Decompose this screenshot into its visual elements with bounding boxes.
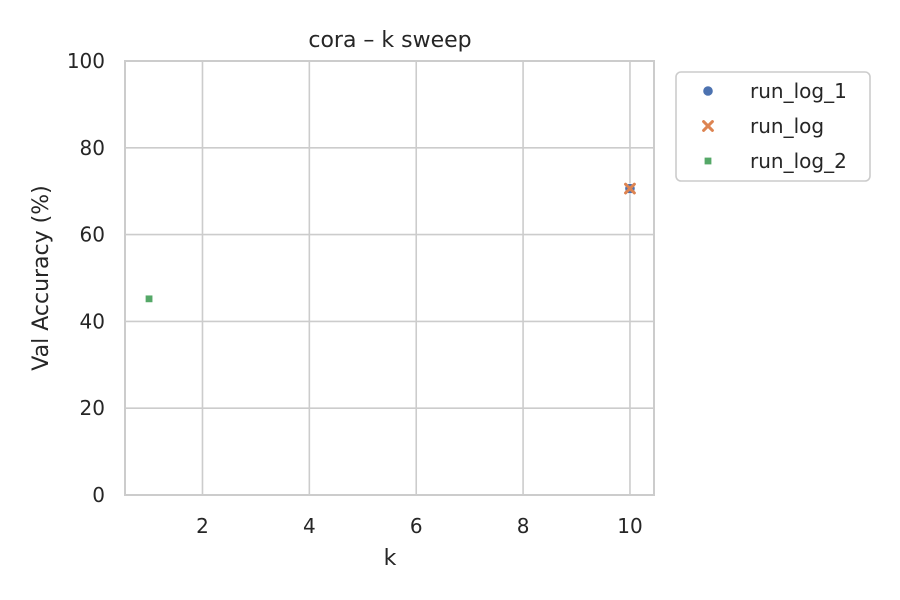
grid — [125, 60, 654, 496]
x-tick-labels: 2 4 6 8 10 — [196, 514, 643, 538]
x-tick-label: 10 — [617, 514, 642, 538]
y-tick-label: 0 — [92, 483, 105, 507]
legend-label: run_log_1 — [750, 79, 847, 103]
legend-label: run_log — [750, 114, 824, 138]
legend-marker-run-log-2 — [703, 157, 712, 166]
x-tick-label: 2 — [196, 514, 209, 538]
y-tick-label: 100 — [67, 49, 105, 73]
legend-label: run_log_2 — [750, 149, 847, 173]
y-tick-label: 80 — [80, 136, 105, 160]
y-axis-label: Val Accuracy (%) — [29, 185, 54, 370]
legend-marker-run-log-1 — [702, 85, 714, 97]
data-points — [145, 182, 636, 303]
y-tick-label: 20 — [80, 396, 105, 420]
legend-marker-run-log — [702, 120, 714, 132]
data-point-run-log — [624, 182, 636, 195]
data-point-run-log-2 — [145, 294, 154, 303]
legend-frame — [675, 71, 871, 182]
legend: run_log_1 run_log run_log_2 — [675, 71, 871, 182]
x-tick-label: 4 — [303, 514, 316, 538]
chart-title: cora – k sweep — [308, 28, 471, 53]
x-axis-label: k — [384, 546, 397, 571]
y-tick-labels: 0 20 40 60 80 100 — [67, 49, 105, 507]
y-tick-label: 40 — [80, 309, 105, 333]
x-tick-label: 6 — [410, 514, 423, 538]
plot-frame — [124, 60, 655, 496]
y-tick-label: 60 — [80, 223, 105, 247]
x-tick-label: 8 — [517, 514, 530, 538]
